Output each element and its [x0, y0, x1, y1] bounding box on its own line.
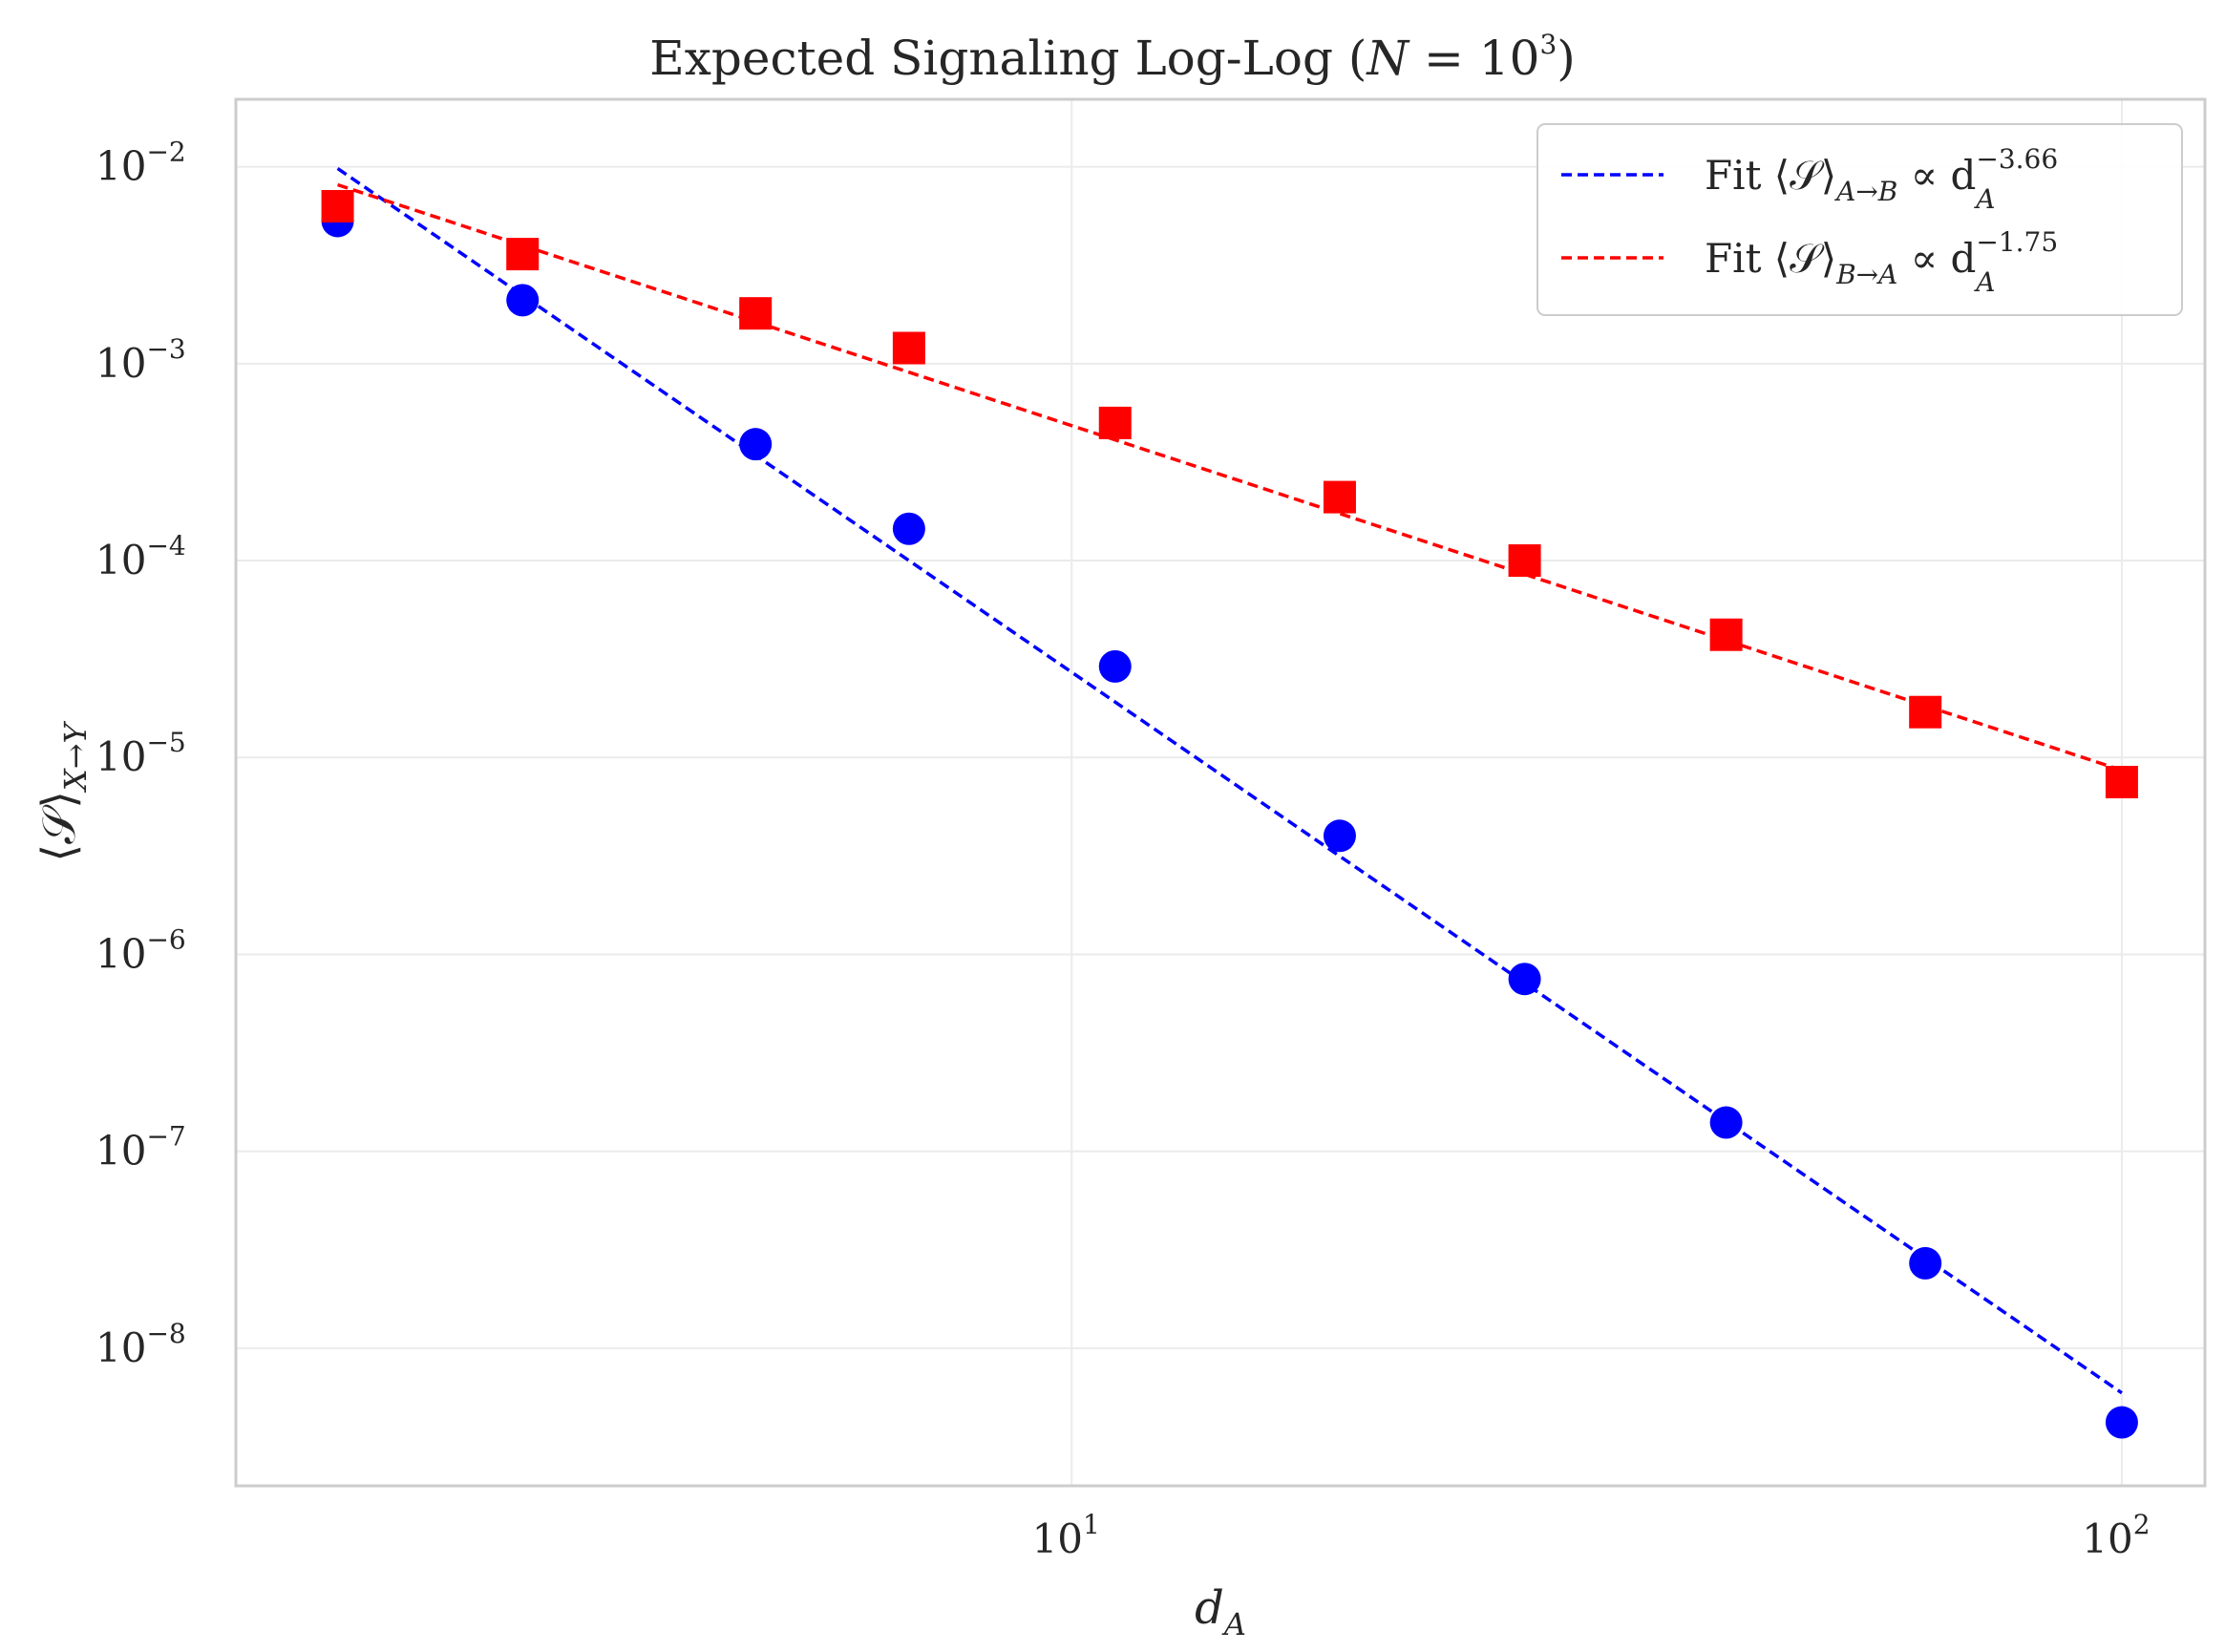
x-tick-label-10: 101 — [1032, 1509, 1100, 1562]
legend: Fit ⟨𝒮⟩A→B ∝ d−3.66 A Fit ⟨𝒮⟩B→A ∝ d−1.75… — [1536, 123, 2183, 316]
grid-lines — [236, 99, 2205, 1486]
point-B-to-A-0 — [321, 189, 354, 222]
point-B-to-A-4 — [1098, 406, 1132, 439]
point-B-to-A-7 — [1709, 618, 1743, 651]
point-B-to-A-8 — [1909, 695, 1942, 729]
y-tick-label-6: 10−6 — [95, 923, 186, 977]
fit-line-B-to-A — [337, 182, 2123, 773]
fit-lines — [336, 166, 2123, 1395]
point-A-to-B-6 — [1508, 963, 1541, 996]
y-tick-label-7: 10−7 — [95, 1121, 186, 1175]
legend-box — [1536, 123, 2183, 316]
point-A-to-B-9 — [2105, 1406, 2138, 1439]
y-tick-label-8: 10−8 — [95, 1318, 186, 1371]
point-A-to-B-8 — [1909, 1246, 1942, 1280]
x-axis-label: dA — [1195, 1581, 1246, 1642]
chart-title: Expected Signaling Log-Log (N = 103) — [649, 29, 1576, 86]
point-B-to-A-5 — [1323, 480, 1356, 514]
y-axis-ticks: 10−2 10−3 10−4 10−5 10−6 10−7 10−8 — [95, 137, 186, 1371]
point-B-to-A-1 — [506, 238, 540, 271]
point-B-to-A-2 — [739, 297, 773, 330]
plot-frame — [234, 97, 2207, 1488]
plot-area — [236, 99, 2205, 1486]
y-tick-label-5: 10−5 — [95, 727, 186, 780]
y-tick-label-4: 10−4 — [95, 530, 186, 583]
point-A-to-B-1 — [506, 284, 540, 317]
point-B-to-A-9 — [2105, 766, 2138, 799]
fit-line-A-to-B — [336, 166, 2123, 1395]
legend-label-b-to-a: Fit ⟨𝒮⟩B→A ∝ d−1.75 A — [1705, 226, 2058, 298]
point-B-to-A-3 — [892, 331, 925, 365]
x-axis-ticks: 101 102 — [1032, 1509, 2151, 1562]
legend-label-a-to-b: Fit ⟨𝒮⟩A→B ∝ d−3.66 A — [1705, 143, 2058, 215]
x-tick-label-100: 102 — [2082, 1509, 2150, 1562]
point-A-to-B-5 — [1323, 819, 1356, 853]
point-A-to-B-3 — [892, 512, 925, 545]
data-markers — [321, 189, 2138, 1439]
point-B-to-A-6 — [1508, 544, 1541, 578]
point-A-to-B-4 — [1098, 649, 1132, 683]
y-tick-label-3: 10−3 — [95, 333, 186, 387]
point-A-to-B-7 — [1709, 1106, 1743, 1139]
y-axis-label: ⟨𝒮⟩X→Y — [32, 720, 94, 861]
y-tick-label-2: 10−2 — [95, 137, 186, 190]
point-A-to-B-2 — [739, 428, 773, 461]
